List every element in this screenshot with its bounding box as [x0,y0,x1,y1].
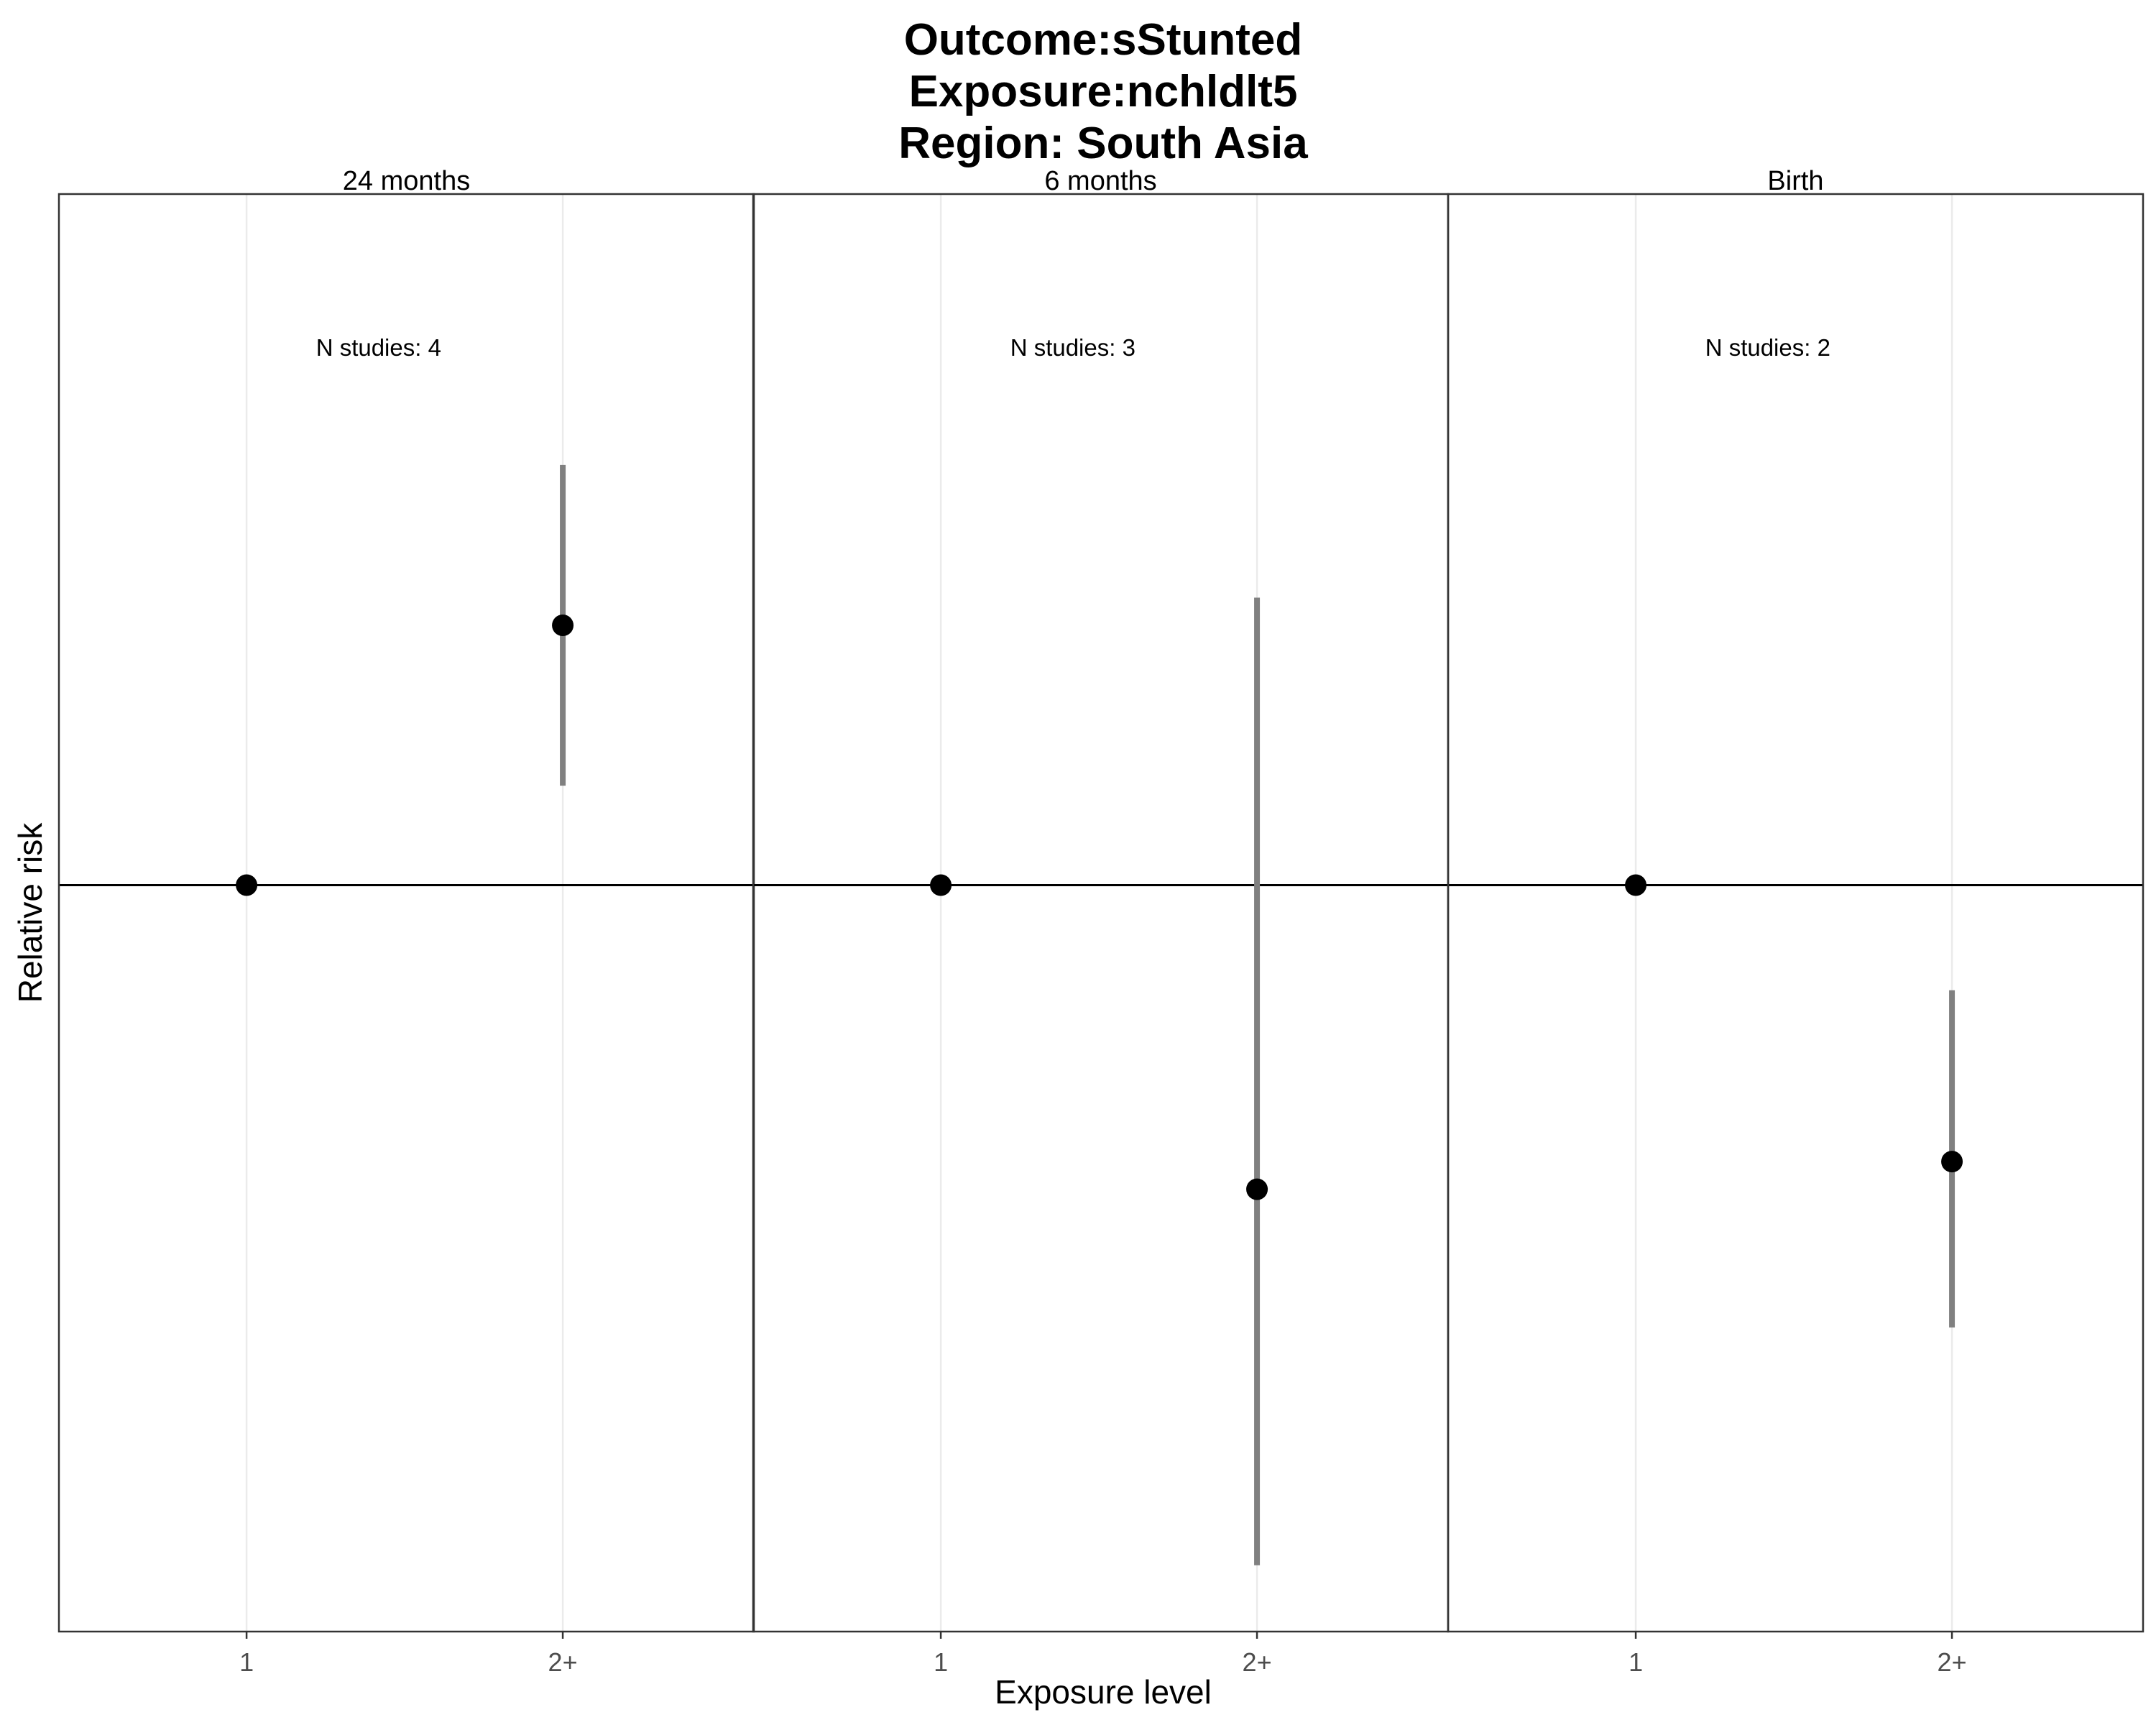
x-tick-label: 1 [239,1647,254,1677]
x-tick-label: 1 [1628,1647,1643,1677]
facet-panel-3: Birth N studies: 2 1 2+ [1447,166,2145,1677]
facet-panel-2: 6 months N studies: 3 1 2+ [752,166,1450,1677]
data-point [930,874,952,896]
x-axis-title: Exposure level [995,1673,1212,1711]
n-studies-label: N studies: 4 [316,334,441,361]
x-tick-label: 2+ [1938,1647,1967,1677]
y-axis-title: Relative risk [11,822,49,1003]
data-point [1625,874,1647,896]
title-line-3: Region: South Asia [898,119,1308,168]
x-tick-label: 2+ [548,1647,578,1677]
strip-label: Birth [1767,166,1823,196]
data-point [1246,1178,1268,1200]
data-point [552,615,574,636]
data-point [236,874,258,896]
x-tick-label: 1 [934,1647,948,1677]
strip-label: 24 months [343,166,470,196]
strip-label: 6 months [1044,166,1156,196]
panel-border [1447,193,2145,1633]
facet-panels: 24 months N studies: 4 1 2+ 6 months N studie… [57,166,2145,1677]
n-studies-label: N studies: 2 [1705,334,1830,361]
n-studies-label: N studies: 3 [1010,334,1135,361]
chart-title: Outcome:sStunted Exposure:nchldlt5 Regio… [898,15,1308,168]
data-point [1941,1151,1963,1173]
title-line-2: Exposure:nchldlt5 [909,67,1298,116]
x-tick-label: 2+ [1243,1647,1272,1677]
title-line-1: Outcome:sStunted [904,15,1303,65]
facet-panel-1: 24 months N studies: 4 1 2+ [57,166,755,1677]
